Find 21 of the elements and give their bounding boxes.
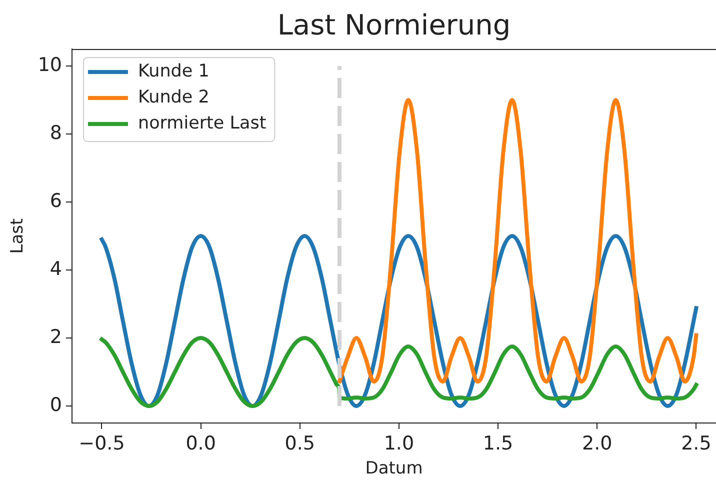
x-tick-label: 2.5 — [681, 432, 712, 454]
y-tick-label: 4 — [50, 258, 62, 280]
line-series — [100, 336, 698, 408]
y-tick-label: 0 — [50, 394, 62, 416]
x-tick-label: −0.5 — [78, 432, 125, 454]
y-tick-label: 10 — [38, 54, 62, 76]
line-series — [338, 98, 698, 384]
y-axis-title: Last — [7, 218, 28, 254]
x-tick-label: 1.0 — [384, 432, 414, 454]
x-tick-label: 0.5 — [284, 432, 315, 454]
chart-title: Last Normierung — [277, 8, 511, 42]
y-tick-label: 6 — [50, 190, 62, 212]
y-tick-label: 2 — [50, 326, 62, 348]
legend-label: normierte Last — [138, 114, 266, 134]
legend-label: Kunde 1 — [138, 62, 210, 82]
x-tick-label: 1.5 — [482, 432, 514, 454]
legend-label: Kunde 2 — [138, 88, 210, 108]
x-tick-label: 0.0 — [186, 432, 216, 454]
x-tick-label: 2.0 — [582, 432, 612, 454]
y-tick-label: 8 — [50, 122, 62, 144]
x-axis-title: Datum — [365, 458, 423, 478]
